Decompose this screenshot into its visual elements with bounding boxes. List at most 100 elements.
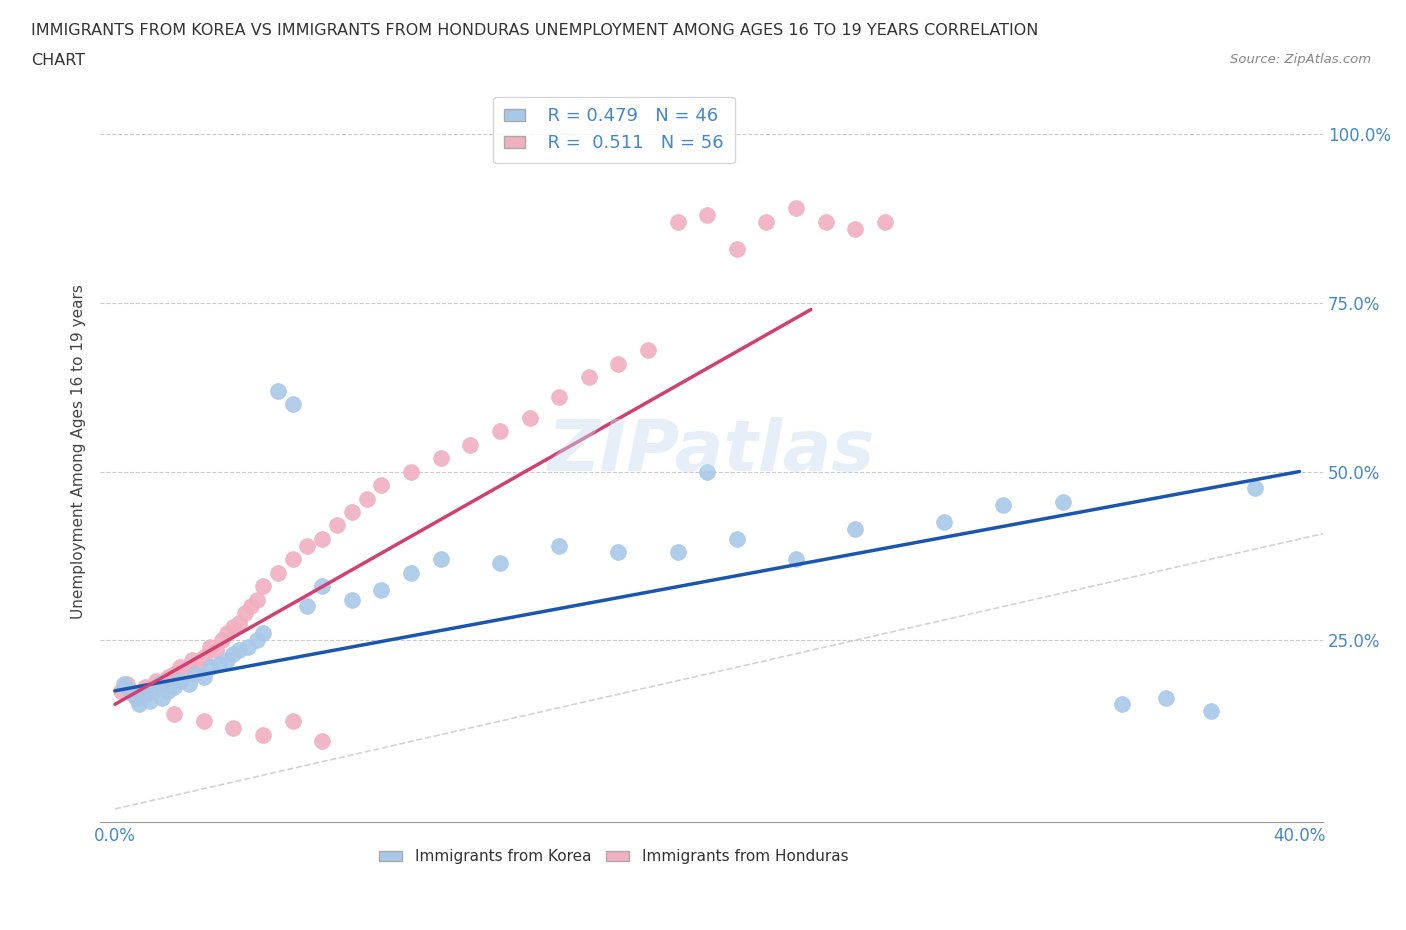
Point xyxy=(240,599,263,614)
Point xyxy=(311,578,333,593)
Point xyxy=(163,680,186,695)
Point xyxy=(128,690,150,705)
Point xyxy=(169,673,191,688)
Point xyxy=(150,690,173,705)
Point xyxy=(844,522,866,537)
Point xyxy=(696,464,718,479)
Point xyxy=(429,450,451,465)
Point xyxy=(297,599,319,614)
Point xyxy=(607,545,630,560)
Point xyxy=(370,478,392,493)
Point xyxy=(150,677,173,692)
Point xyxy=(1111,697,1133,711)
Point xyxy=(873,215,896,230)
Point xyxy=(246,592,269,607)
Point xyxy=(222,646,245,661)
Point xyxy=(217,653,239,668)
Point xyxy=(142,684,165,698)
Point xyxy=(429,551,451,566)
Point xyxy=(548,390,571,405)
Point xyxy=(607,356,630,371)
Point xyxy=(145,673,167,688)
Point xyxy=(489,423,512,438)
Point xyxy=(222,619,245,634)
Point xyxy=(174,663,197,678)
Point xyxy=(267,565,290,580)
Point xyxy=(1199,704,1222,719)
Point xyxy=(222,721,245,736)
Point xyxy=(356,491,378,506)
Point xyxy=(252,578,274,593)
Point xyxy=(578,369,600,384)
Point xyxy=(519,410,541,425)
Point xyxy=(370,582,392,597)
Point xyxy=(755,215,778,230)
Point xyxy=(1154,690,1177,705)
Point xyxy=(193,650,215,665)
Point xyxy=(228,643,250,658)
Point xyxy=(115,677,138,692)
Point xyxy=(184,667,207,682)
Point xyxy=(489,555,512,570)
Point xyxy=(340,592,363,607)
Text: CHART: CHART xyxy=(31,53,84,68)
Point xyxy=(112,677,135,692)
Point xyxy=(785,201,807,216)
Point xyxy=(128,697,150,711)
Point xyxy=(110,684,132,698)
Point xyxy=(217,626,239,641)
Point xyxy=(246,632,269,647)
Point xyxy=(844,221,866,236)
Point xyxy=(399,464,422,479)
Point xyxy=(211,632,233,647)
Point xyxy=(163,707,186,722)
Y-axis label: Unemployment Among Ages 16 to 19 years: Unemployment Among Ages 16 to 19 years xyxy=(72,284,86,618)
Point xyxy=(785,551,807,566)
Legend: Immigrants from Korea, Immigrants from Honduras: Immigrants from Korea, Immigrants from H… xyxy=(374,844,855,870)
Point xyxy=(267,383,290,398)
Point xyxy=(139,684,162,698)
Point xyxy=(169,659,191,674)
Point xyxy=(157,684,180,698)
Point xyxy=(187,657,209,671)
Text: ZIPatlas: ZIPatlas xyxy=(548,417,876,485)
Point xyxy=(121,686,143,701)
Point xyxy=(163,667,186,682)
Point xyxy=(666,545,689,560)
Point xyxy=(814,215,837,230)
Point xyxy=(993,498,1015,512)
Point xyxy=(198,640,221,655)
Point xyxy=(204,643,226,658)
Point xyxy=(340,505,363,520)
Point xyxy=(148,677,170,692)
Point xyxy=(932,514,955,529)
Point xyxy=(193,670,215,684)
Point xyxy=(207,657,229,671)
Point xyxy=(281,713,304,728)
Point xyxy=(548,538,571,553)
Text: Source: ZipAtlas.com: Source: ZipAtlas.com xyxy=(1230,53,1371,66)
Point xyxy=(181,653,204,668)
Point xyxy=(134,686,156,701)
Point xyxy=(134,680,156,695)
Point xyxy=(1052,495,1074,510)
Point xyxy=(297,538,319,553)
Point xyxy=(1244,481,1267,496)
Point xyxy=(139,694,162,709)
Point xyxy=(281,551,304,566)
Point xyxy=(696,207,718,222)
Point xyxy=(311,734,333,749)
Point xyxy=(118,684,141,698)
Point xyxy=(281,396,304,411)
Point xyxy=(233,605,256,620)
Point xyxy=(252,727,274,742)
Point xyxy=(252,626,274,641)
Point xyxy=(399,565,422,580)
Point xyxy=(157,670,180,684)
Point xyxy=(238,640,260,655)
Point xyxy=(198,659,221,674)
Point xyxy=(725,532,748,547)
Point xyxy=(326,518,349,533)
Point xyxy=(193,713,215,728)
Point xyxy=(228,616,250,631)
